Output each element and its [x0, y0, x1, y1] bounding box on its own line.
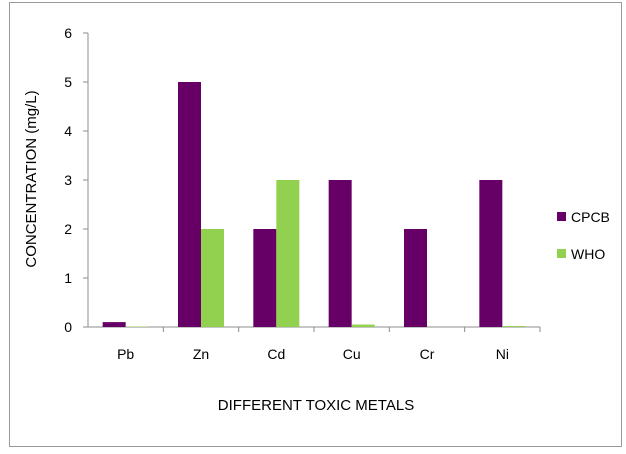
bar-cpcb-zn — [178, 82, 201, 327]
bar-cpcb-cr — [404, 229, 427, 327]
legend-label-who: WHO — [571, 246, 605, 262]
x-tick-label-cu: Cu — [343, 346, 361, 362]
x-tick-label-pb: Pb — [117, 346, 134, 362]
x-axis-title: DIFFERENT TOXIC METALS — [218, 397, 414, 414]
y-tick-label: 4 — [64, 123, 72, 139]
bar-cpcb-ni — [479, 180, 503, 327]
bar-who-cu — [351, 324, 375, 327]
legend-swatch-cpcb — [557, 212, 566, 221]
bar-cpcb-cu — [328, 180, 352, 327]
y-tick-label: 0 — [64, 319, 72, 335]
bar-cpcb-pb — [102, 322, 126, 327]
legend-label-cpcb: CPCB — [571, 209, 610, 225]
x-tick-label-zn: Zn — [193, 346, 209, 362]
y-tick-label: 1 — [64, 270, 72, 286]
x-tick-label-ni: Ni — [496, 346, 509, 362]
y-tick-label: 6 — [64, 25, 72, 41]
bars — [102, 82, 526, 327]
x-axis: Pb Zn Cd Cu Cr Ni — [88, 326, 541, 362]
chart-frame — [9, 2, 622, 447]
x-tick-label-cr: Cr — [420, 346, 435, 362]
bar-cpcb-cd — [253, 229, 277, 327]
y-axis: 0 1 2 3 4 5 6 — [64, 25, 89, 335]
bar-who-ni — [502, 326, 526, 327]
bar-who-zn — [201, 229, 224, 327]
legend-swatch-who — [557, 249, 566, 258]
y-tick-label: 5 — [64, 74, 72, 90]
bar-who-cd — [276, 180, 300, 327]
y-tick-label: 3 — [64, 172, 72, 188]
y-axis-title: CONCENTRATION (mg/L) — [23, 90, 40, 267]
x-tick-label-cd: Cd — [267, 346, 285, 362]
legend: CPCB WHO — [557, 209, 610, 262]
y-tick-label: 2 — [64, 221, 72, 237]
